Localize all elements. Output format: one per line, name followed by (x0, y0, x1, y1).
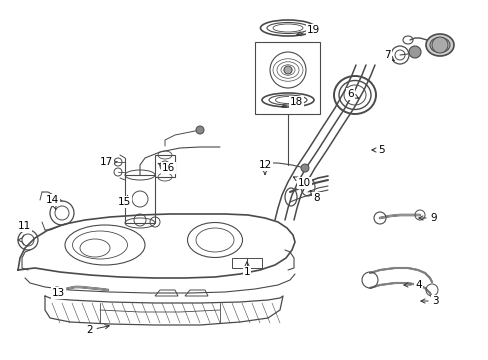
Ellipse shape (425, 34, 453, 56)
Text: 17: 17 (100, 157, 117, 167)
Circle shape (431, 37, 447, 53)
Text: 5: 5 (371, 145, 384, 155)
Text: 11: 11 (18, 221, 31, 231)
Text: 10: 10 (293, 177, 310, 188)
Text: 2: 2 (86, 325, 109, 335)
Circle shape (196, 126, 203, 134)
Circle shape (408, 46, 420, 58)
Text: 15: 15 (118, 196, 131, 207)
Text: 14: 14 (46, 195, 59, 209)
Bar (155, 155, 175, 177)
Bar (231, 258, 262, 268)
Text: 13: 13 (52, 288, 65, 298)
Text: 7: 7 (383, 50, 393, 60)
Text: 9: 9 (418, 213, 436, 223)
Text: 1: 1 (243, 262, 250, 277)
Circle shape (301, 164, 308, 172)
Text: 19: 19 (296, 25, 320, 36)
Bar (254, 42, 319, 114)
Text: 6: 6 (346, 89, 358, 99)
Text: 12: 12 (258, 160, 271, 174)
Text: 18: 18 (281, 97, 303, 108)
Text: 4: 4 (403, 280, 421, 290)
Text: 3: 3 (420, 296, 438, 306)
Bar (125, 175, 155, 223)
Circle shape (284, 66, 291, 74)
Text: 8: 8 (309, 190, 319, 203)
Text: 16: 16 (158, 163, 175, 173)
